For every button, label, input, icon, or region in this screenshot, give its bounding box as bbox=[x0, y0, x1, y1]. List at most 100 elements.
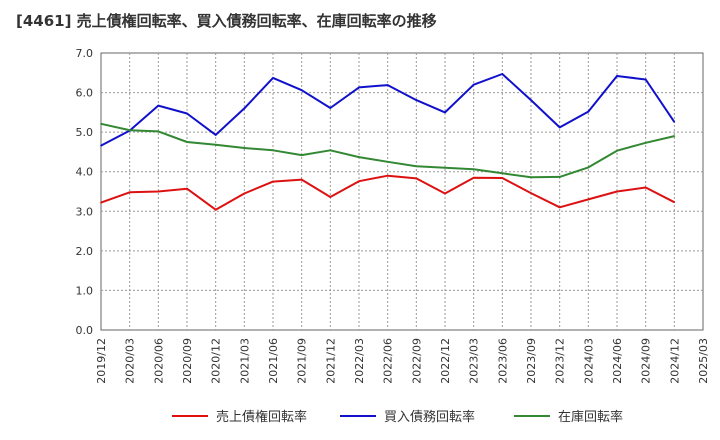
y-tick-label: 4.0 bbox=[76, 166, 94, 179]
x-tick-label: 2020/09 bbox=[181, 338, 194, 384]
chart-title: [4461] 売上債権回転率、買入債務回転率、在庫回転率の推移 bbox=[16, 12, 437, 30]
data-point bbox=[530, 99, 532, 101]
x-tick-label: 2020/12 bbox=[210, 338, 223, 384]
x-tick-label: 2023/09 bbox=[525, 338, 538, 384]
x-tick-label: 2021/06 bbox=[267, 338, 280, 384]
data-point bbox=[501, 177, 504, 179]
x-tick-label: 2022/09 bbox=[410, 338, 423, 384]
data-point bbox=[673, 201, 676, 203]
data-point bbox=[329, 196, 332, 198]
data-point bbox=[186, 112, 188, 115]
data-point bbox=[587, 166, 590, 169]
y-tick-label: 2.0 bbox=[76, 245, 94, 258]
data-point bbox=[300, 89, 303, 91]
data-point bbox=[186, 141, 188, 143]
data-point bbox=[128, 191, 131, 194]
y-tick-label: 1.0 bbox=[76, 284, 94, 297]
y-tick-label: 5.0 bbox=[76, 126, 94, 139]
legend-label-2: 買入債務回転率 bbox=[384, 409, 475, 425]
data-point bbox=[530, 176, 532, 179]
data-point bbox=[386, 174, 389, 177]
data-point bbox=[415, 177, 418, 180]
data-point bbox=[100, 201, 102, 204]
y-axis-ticks: 0.0 1.0 2.0 3.0 4.0 5.0 6.0 7.0 bbox=[76, 47, 94, 337]
data-point bbox=[558, 126, 561, 129]
x-tick-label: 2024/03 bbox=[582, 338, 595, 384]
data-point bbox=[673, 135, 676, 137]
data-point bbox=[358, 156, 360, 158]
data-point bbox=[214, 134, 217, 136]
data-point bbox=[157, 190, 160, 193]
data-point bbox=[100, 123, 102, 125]
data-point bbox=[501, 172, 504, 175]
data-point bbox=[157, 130, 160, 133]
data-point bbox=[501, 73, 504, 75]
data-point bbox=[587, 110, 590, 113]
data-point bbox=[358, 180, 360, 183]
data-point bbox=[444, 111, 446, 114]
x-tick-label: 2021/12 bbox=[324, 338, 337, 384]
data-point bbox=[587, 198, 590, 201]
data-point bbox=[243, 192, 246, 195]
plot-area bbox=[100, 52, 704, 331]
data-point bbox=[616, 75, 618, 77]
data-point bbox=[530, 192, 532, 194]
data-point bbox=[272, 149, 274, 152]
data-point bbox=[415, 99, 418, 101]
x-tick-label: 2023/12 bbox=[554, 338, 567, 384]
data-point bbox=[272, 180, 274, 183]
data-point bbox=[329, 107, 332, 109]
x-tick-label: 2022/12 bbox=[439, 338, 452, 384]
data-point bbox=[472, 168, 475, 171]
data-point bbox=[415, 165, 418, 167]
data-point bbox=[157, 104, 160, 107]
data-point bbox=[272, 77, 274, 79]
data-point bbox=[644, 142, 647, 144]
y-tick-label: 7.0 bbox=[76, 47, 94, 60]
series-lines bbox=[100, 73, 676, 211]
x-tick-label: 2022/03 bbox=[353, 338, 366, 384]
data-point bbox=[558, 206, 561, 209]
x-tick-label: 2024/09 bbox=[640, 338, 653, 384]
legend-label-3: 在庫回転率 bbox=[558, 409, 623, 425]
data-point bbox=[243, 147, 246, 149]
x-tick-label: 2024/06 bbox=[611, 338, 624, 384]
data-point bbox=[472, 83, 475, 86]
x-axis-ticks: 2019/12 2020/03 2020/06 2020/09 2020/12 2021/… bbox=[95, 338, 710, 384]
legend-label-1: 売上債権回転率 bbox=[216, 409, 307, 425]
data-point bbox=[329, 149, 332, 152]
data-point bbox=[100, 144, 102, 147]
data-point bbox=[644, 78, 647, 81]
data-point bbox=[214, 208, 217, 211]
y-tick-label: 3.0 bbox=[76, 205, 94, 218]
data-point bbox=[644, 186, 647, 189]
data-point bbox=[472, 176, 475, 179]
data-point bbox=[444, 166, 446, 169]
y-tick-label: 0.0 bbox=[76, 324, 94, 337]
x-tick-label: 2024/12 bbox=[668, 338, 681, 384]
data-point bbox=[386, 161, 389, 163]
x-tick-label: 2021/03 bbox=[238, 338, 251, 384]
y-tick-label: 6.0 bbox=[76, 87, 94, 100]
x-tick-label: 2020/06 bbox=[152, 338, 165, 384]
data-point bbox=[616, 190, 618, 193]
data-point bbox=[186, 187, 188, 190]
x-tick-label: 2025/03 bbox=[697, 338, 710, 384]
x-tick-label: 2023/06 bbox=[496, 338, 509, 384]
data-point bbox=[558, 176, 561, 178]
data-point bbox=[616, 149, 618, 152]
x-tick-label: 2021/09 bbox=[296, 338, 309, 384]
x-tick-label: 2020/03 bbox=[124, 338, 137, 384]
data-point bbox=[673, 121, 676, 123]
x-tick-label: 2022/06 bbox=[382, 338, 395, 384]
data-point bbox=[300, 178, 303, 181]
data-point bbox=[444, 192, 446, 195]
x-tick-label: 2019/12 bbox=[95, 338, 108, 384]
data-point bbox=[243, 107, 246, 110]
data-point bbox=[300, 154, 303, 156]
data-point bbox=[214, 144, 217, 146]
x-tick-label: 2023/03 bbox=[468, 338, 481, 384]
data-point bbox=[386, 84, 389, 86]
